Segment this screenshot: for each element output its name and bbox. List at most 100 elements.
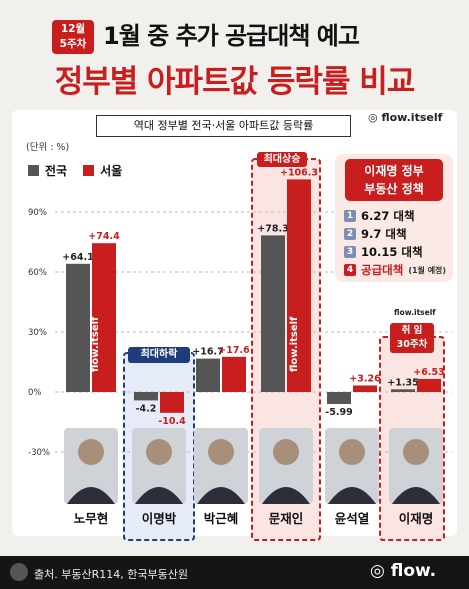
value-label: +6.53 xyxy=(413,367,444,378)
policy-note: (1월 예정) xyxy=(408,265,447,275)
portrait-frame xyxy=(132,428,186,504)
in-office-line2: 30주차 xyxy=(396,339,428,350)
portrait-suit xyxy=(135,487,183,504)
portrait-head xyxy=(78,439,104,465)
portrait-suit xyxy=(197,487,245,504)
portrait-frame xyxy=(194,428,248,504)
president-name: 문재인 xyxy=(268,511,304,526)
y-tick-label: -30% xyxy=(28,448,50,458)
bar-national xyxy=(134,392,158,401)
headline: 1월 중 추가 공급대책 예고 xyxy=(103,22,360,50)
portrait-head xyxy=(403,439,429,465)
value-label: -4.2 xyxy=(136,403,157,414)
portrait-frame xyxy=(325,428,379,504)
value-label: +3.26 xyxy=(349,373,381,384)
president-name: 노무현 xyxy=(73,511,109,526)
legend-seoul: 서울 xyxy=(100,164,123,178)
portrait-head xyxy=(146,439,172,465)
bar-seoul xyxy=(160,392,184,413)
policy-num: 3 xyxy=(344,246,356,258)
policy-num: 2 xyxy=(344,228,356,240)
value-label: +74.4 xyxy=(88,231,120,242)
bar-national xyxy=(327,392,351,404)
policy-text: 10.15 대책 xyxy=(361,245,423,259)
in-office-line1: 취 임 xyxy=(401,325,423,336)
policy-text: 6.27 대책 xyxy=(361,209,415,223)
policy-num: 4 xyxy=(344,264,356,276)
policy-item: 4 공급대책 (1월 예정) xyxy=(344,262,446,278)
week-badge: 12월 5주차 xyxy=(52,20,94,54)
portrait-head xyxy=(273,439,299,465)
value-label: +106.3 xyxy=(280,167,318,178)
unit-label: (단위 : %) xyxy=(26,142,70,153)
legend-swatch-national xyxy=(28,165,39,176)
y-tick-label: 90% xyxy=(28,208,47,218)
handle-small: flow.itself xyxy=(394,307,436,319)
watermark: flow.itself xyxy=(289,316,300,372)
bar-national xyxy=(196,358,220,392)
instagram-icon: ◎ xyxy=(368,111,378,124)
president-name: 윤석열 xyxy=(334,511,370,526)
legend: 전국 서울 xyxy=(28,162,122,179)
header xyxy=(0,0,469,108)
bar-seoul xyxy=(353,385,377,392)
bar-seoul xyxy=(92,243,116,392)
president-name: 이명박 xyxy=(141,511,177,526)
portrait-suit xyxy=(67,487,115,504)
avatar xyxy=(10,563,28,581)
policy-box-title: 이재명 정부 부동산 정책 xyxy=(345,159,443,201)
value-label: -10.4 xyxy=(158,416,186,427)
max-rise-tag: 최대상승 xyxy=(257,152,307,167)
instagram-handle[interactable]: ◎ flow.itself xyxy=(368,111,442,124)
value-label: -5.99 xyxy=(325,407,352,418)
legend-national: 전국 xyxy=(45,164,68,178)
badge-month: 12월 xyxy=(60,23,86,35)
policy-text: 9.7 대책 xyxy=(361,227,407,241)
footer xyxy=(0,556,469,589)
portrait-frame xyxy=(389,428,443,504)
value-label: +17.6 xyxy=(218,345,250,356)
chart-title: 역대 정부별 전국·서울 아파트값 등락률 xyxy=(96,115,351,137)
value-label: +78.3 xyxy=(257,223,288,234)
y-tick-label: 30% xyxy=(28,328,47,338)
logo-text: flow. xyxy=(390,561,437,581)
policy-text: 공급대책 xyxy=(361,263,404,277)
logo-icon: ◎ xyxy=(370,561,385,581)
handle-text: flow.itself xyxy=(381,111,443,124)
bar-seoul xyxy=(222,356,246,392)
portrait-suit xyxy=(262,487,310,504)
policy-item: 1 6.27 대책 xyxy=(344,208,415,224)
legend-swatch-seoul xyxy=(83,165,95,176)
y-tick-label: 0% xyxy=(28,388,42,398)
portrait-head xyxy=(339,439,365,465)
policy-item: 3 10.15 대책 xyxy=(344,244,423,260)
portrait-frame xyxy=(64,428,118,504)
bar-seoul xyxy=(287,179,311,392)
president-name: 박근혜 xyxy=(203,511,239,526)
badge-week: 5주차 xyxy=(59,38,87,50)
portrait-frame xyxy=(259,428,313,504)
policy-num: 1 xyxy=(344,210,356,222)
brand-logo: ◎ flow. xyxy=(370,561,436,581)
y-tick-label: 60% xyxy=(28,268,47,278)
max-fall-tag: 최대하락 xyxy=(128,347,190,363)
watermark: flow.itself xyxy=(90,316,101,372)
in-office-tag: 취 임 30주차 xyxy=(390,323,434,353)
value-label: +1.35 xyxy=(387,377,418,388)
value-label: +64.1 xyxy=(62,252,93,263)
portrait-head xyxy=(208,439,234,465)
policy-item: 2 9.7 대책 xyxy=(344,226,407,242)
policy-title-line2: 부동산 정책 xyxy=(364,182,424,196)
president-name: 이재명 xyxy=(398,511,434,526)
bar-national xyxy=(261,235,285,392)
policy-title-line1: 이재명 정부 xyxy=(364,164,424,178)
headline-sub: 정부별 아파트값 등락률 비교 xyxy=(54,64,416,100)
portrait-suit xyxy=(392,487,440,504)
portrait-suit xyxy=(328,487,376,504)
bar-national xyxy=(66,263,90,392)
bar-seoul xyxy=(417,378,441,392)
value-label: +16.7 xyxy=(192,347,223,358)
bar-national xyxy=(391,389,415,392)
source-text: 출처. 부동산R114, 한국부동산원 xyxy=(34,568,188,581)
